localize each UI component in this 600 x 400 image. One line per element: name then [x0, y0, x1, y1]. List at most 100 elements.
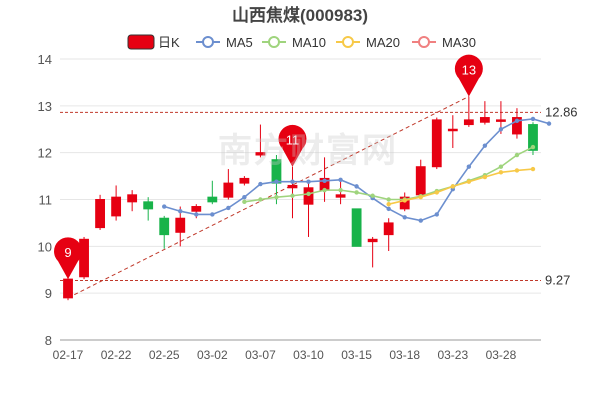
- legend-label: MA10: [292, 35, 326, 50]
- ma-point-ma5: [274, 179, 279, 184]
- candle-body: [528, 124, 538, 151]
- candle: [303, 183, 314, 237]
- ma-point-ma20: [514, 168, 520, 173]
- candle: [447, 115, 458, 148]
- marker-pin: 13: [454, 54, 483, 97]
- marker-pin-shape: [54, 237, 83, 280]
- candle-body: [383, 222, 394, 236]
- ma-point-ma5: [402, 215, 407, 220]
- reference-lines: 12.86 9.27: [60, 104, 578, 288]
- candle: [95, 194, 105, 230]
- ma-point-ma10: [322, 187, 327, 193]
- marker-pin-shape: [454, 54, 483, 97]
- candle: [431, 117, 442, 170]
- candle: [512, 108, 522, 139]
- candle-body: [79, 238, 89, 278]
- legend-label: MA30: [442, 35, 476, 50]
- y-tick-label: 14: [38, 52, 52, 67]
- ma-point-ma5: [498, 127, 504, 132]
- x-tick-label: 03-23: [437, 348, 468, 362]
- legend-label: MA20: [366, 35, 400, 50]
- x-tick-label: 02-22: [101, 348, 132, 362]
- ma-point-ma5: [194, 212, 199, 217]
- ma-point-ma5: [290, 179, 295, 184]
- ma-point-ma20: [530, 166, 536, 172]
- candle: [351, 208, 362, 247]
- candle: [223, 169, 234, 200]
- candle-body: [63, 278, 73, 299]
- x-tick-label: 03-10: [293, 348, 324, 362]
- chart-title: 山西焦煤(000983): [232, 5, 368, 25]
- candle-body: [479, 117, 490, 123]
- legend-item-ma30: MA30: [412, 35, 476, 50]
- candle: [79, 236, 89, 280]
- legend-item-ma20: MA20: [336, 35, 400, 50]
- ma-point-ma10: [386, 197, 391, 202]
- ma-point-ma10: [290, 193, 295, 198]
- ma-point-ma10: [498, 164, 504, 169]
- ma-point-ma20: [418, 194, 423, 200]
- marker-pin: 9: [54, 237, 83, 280]
- ma-point-ma10: [370, 193, 375, 198]
- ma-point-ma5: [242, 194, 247, 200]
- candle-body: [255, 152, 266, 156]
- candle-body: [335, 194, 346, 198]
- trendline: [67, 96, 470, 299]
- candle-body: [159, 217, 170, 236]
- candle: [143, 197, 154, 221]
- ma-point-ma20: [466, 179, 472, 184]
- candle-body: [463, 119, 474, 126]
- candle: [159, 215, 170, 249]
- x-tick-label: 02-25: [149, 348, 180, 362]
- candle: [255, 124, 266, 158]
- legend-swatch-dot: [268, 36, 280, 48]
- ma-point-ma5: [226, 205, 231, 211]
- candle: [479, 101, 490, 125]
- candle-body: [111, 196, 122, 217]
- legend-swatch-dot: [202, 36, 214, 48]
- ma-point-ma5: [434, 212, 439, 217]
- candle-body: [512, 117, 522, 135]
- ma-point-ma10: [530, 144, 536, 150]
- y-tick-label: 8: [45, 333, 52, 348]
- ma-point-ma10: [258, 197, 263, 202]
- trendline-line: [67, 96, 470, 299]
- candle-body: [351, 208, 362, 247]
- candle-body: [95, 199, 105, 229]
- ma-line-ma20: [388, 168, 534, 205]
- ma-point-ma20: [450, 184, 456, 189]
- candle-body: [399, 196, 410, 210]
- ma-point-ma5: [530, 116, 536, 122]
- candle-body: [431, 119, 442, 168]
- legend-swatch-dot: [418, 36, 430, 48]
- candle-body: [175, 217, 186, 233]
- candle: [111, 185, 122, 221]
- candle: [463, 96, 474, 127]
- ma-point-ma5: [466, 164, 472, 169]
- ma-point-ma10: [514, 152, 520, 158]
- marker-label: 11: [286, 133, 300, 148]
- ma-point-ma5: [258, 181, 263, 187]
- candle-body: [496, 119, 506, 122]
- x-tick-label: 03-18: [389, 348, 420, 362]
- ma-point-ma20: [498, 170, 504, 175]
- x-tick-label: 03-28: [486, 348, 517, 362]
- ma-point-ma5: [178, 209, 183, 214]
- candle: [415, 159, 426, 198]
- marker-label: 13: [462, 62, 476, 77]
- x-axis: 02-17 02-22 02-25 03-02 03-07 03-10 03-15 03-18…: [53, 339, 541, 362]
- y-tick-label: 12: [38, 146, 52, 161]
- ma-point-ma20: [434, 190, 439, 195]
- ma-point-ma5: [322, 178, 327, 183]
- ma-point-ma5: [546, 121, 552, 126]
- ma-point-ma20: [482, 174, 488, 180]
- candle-body: [191, 206, 202, 212]
- candle-body: [367, 238, 378, 243]
- ma-point-ma5: [482, 143, 488, 148]
- candle-body: [127, 194, 138, 203]
- ma-point-ma5: [514, 118, 520, 124]
- marker-pin-shape: [278, 124, 307, 167]
- legend: 日K MA5 MA10 MA20 MA30: [127, 34, 476, 50]
- candles: [63, 96, 538, 301]
